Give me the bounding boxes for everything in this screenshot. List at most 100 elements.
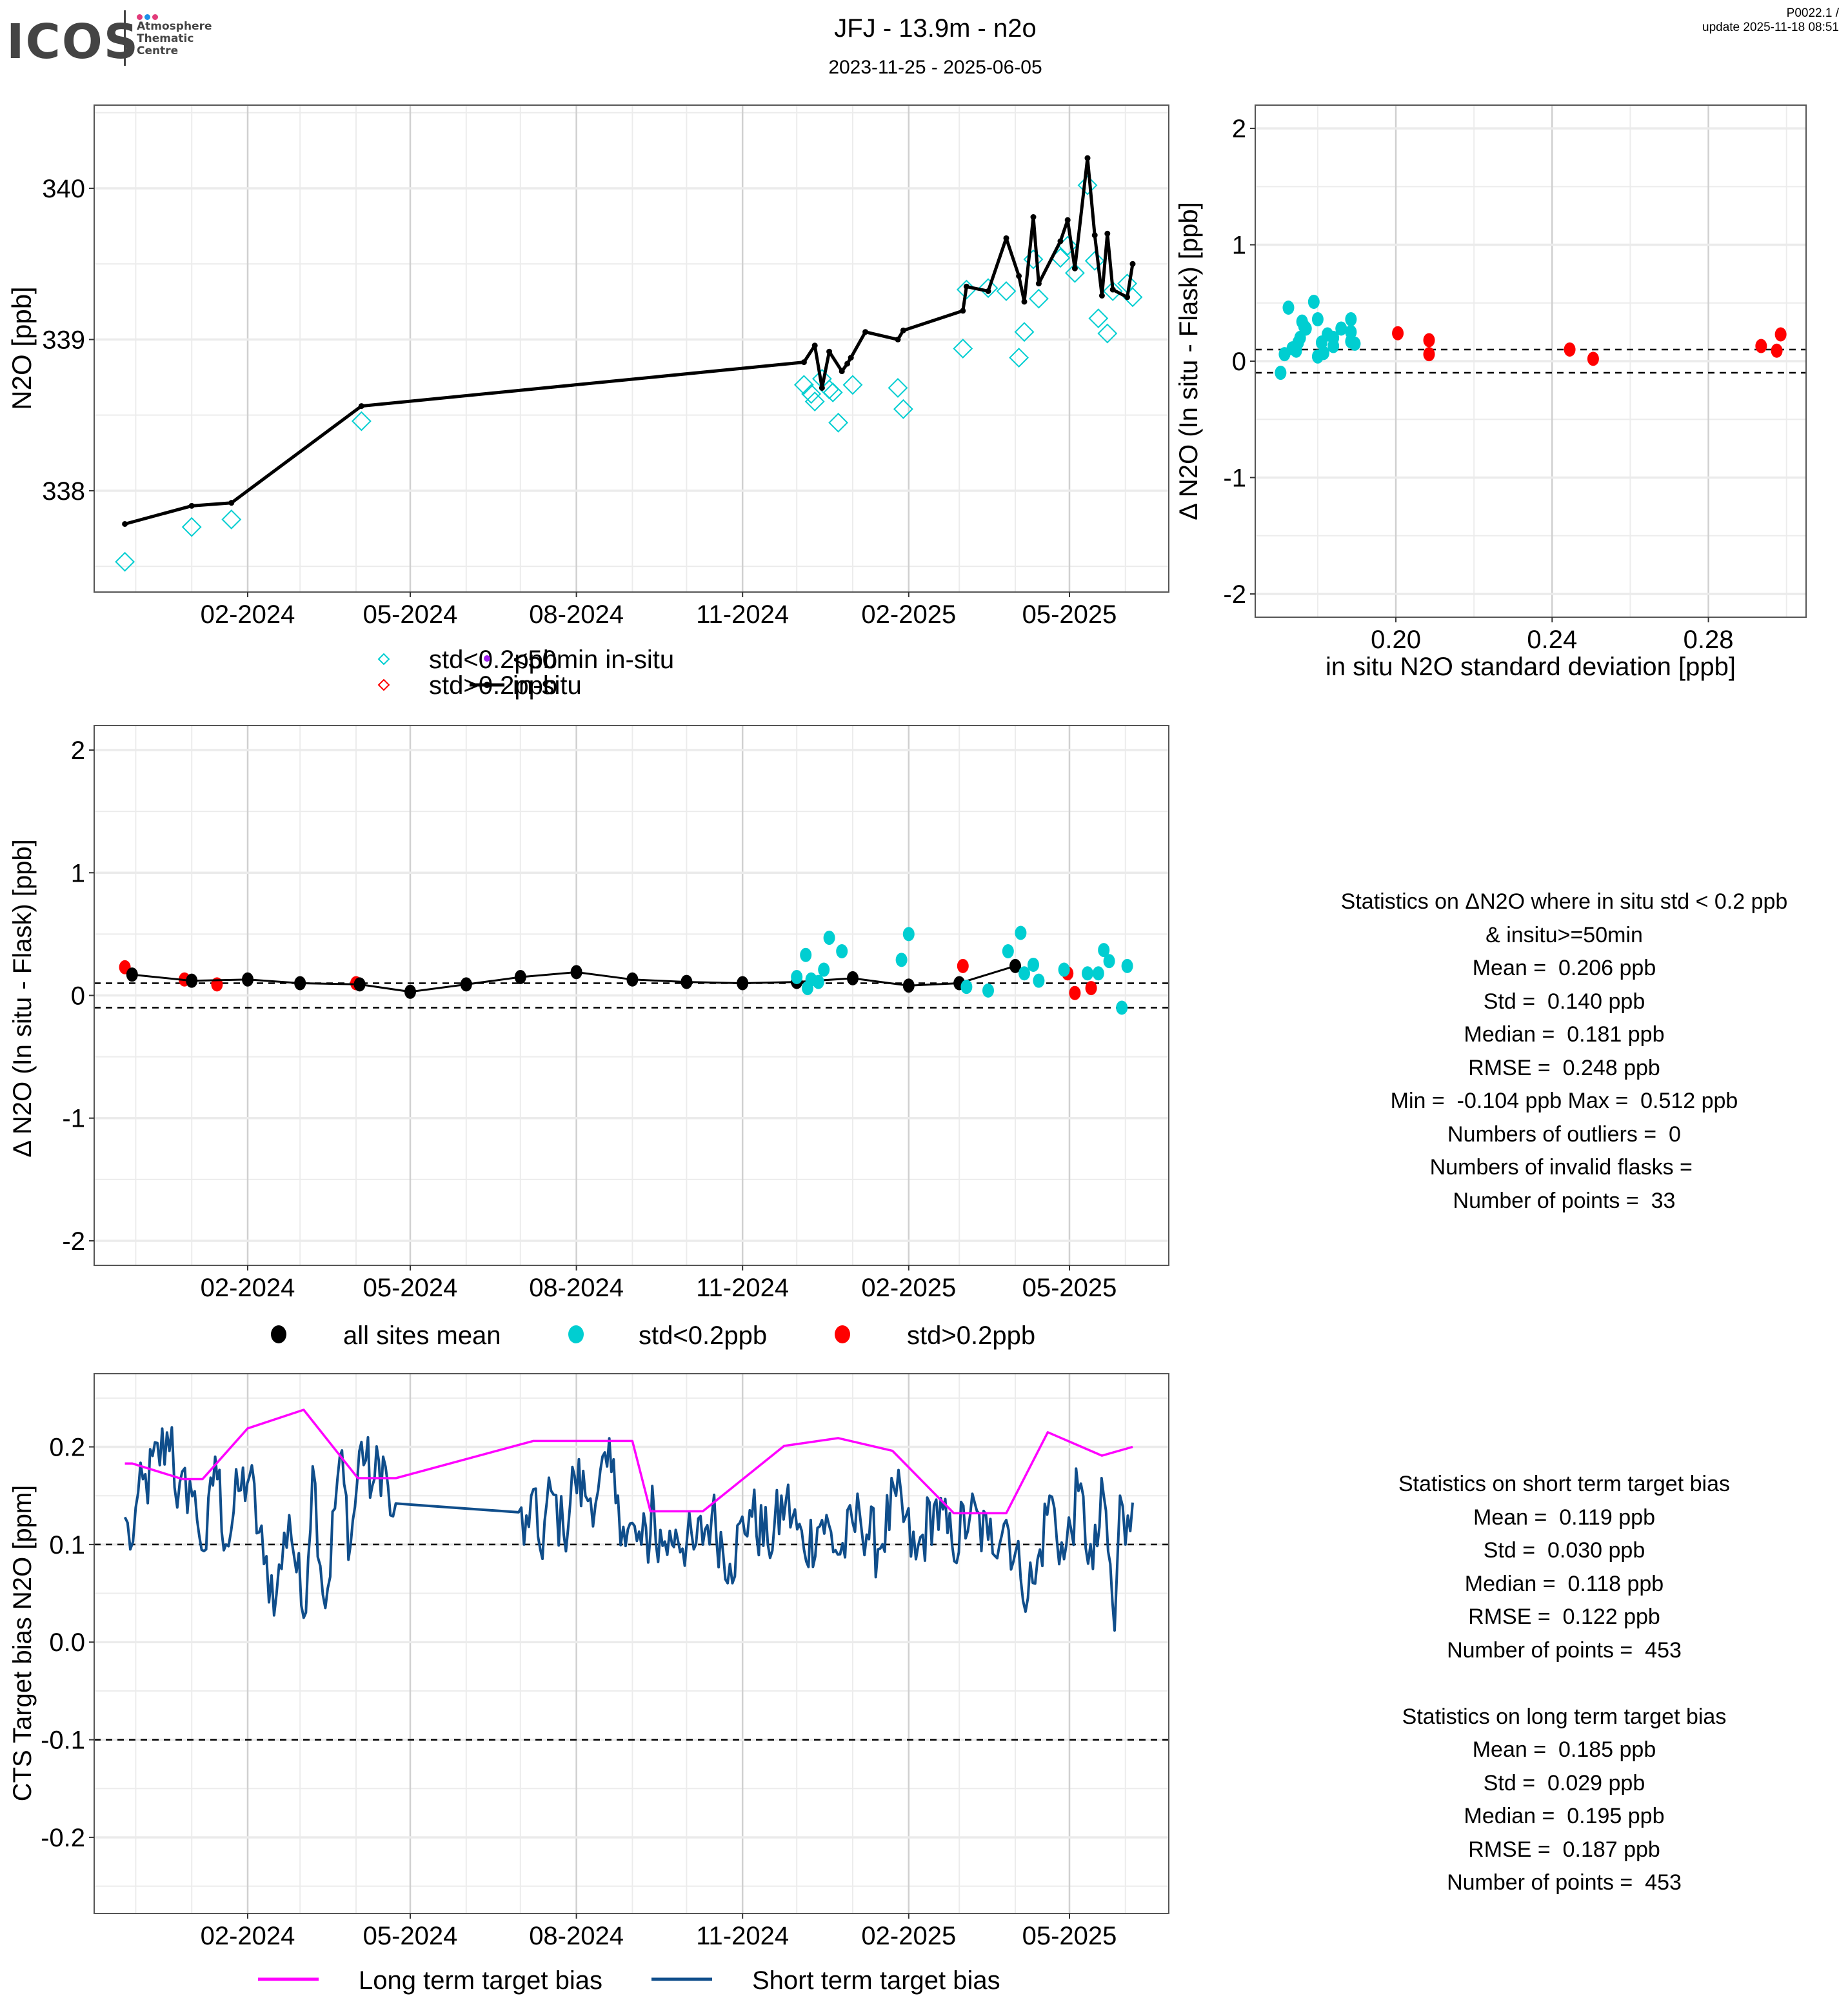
stats-line: Numbers of invalid flasks = — [1429, 1155, 1699, 1180]
flask-diamond-marker — [1028, 288, 1049, 309]
plot-border — [94, 104, 1169, 593]
scatter-point-red — [1564, 342, 1576, 357]
delta-point-cyan — [1121, 958, 1133, 973]
scatter-point-cyan — [1349, 336, 1361, 351]
plot-border — [94, 1373, 1169, 1914]
delta-point-cyan — [1058, 962, 1070, 977]
all-sites-mean-point — [460, 977, 472, 992]
in-situ-point — [800, 359, 807, 366]
in-situ-point — [122, 520, 128, 527]
stats-delta-panel: Statistics on ΔN2O where in situ std < 0… — [1258, 885, 1848, 1218]
flask-diamond-marker — [893, 399, 913, 419]
x-tick-label: 0.24 — [1527, 626, 1577, 654]
in-situ-point — [963, 283, 969, 290]
in-situ-point — [1003, 235, 1009, 241]
y-tick-label: -1 — [1223, 464, 1246, 492]
delta-point-cyan — [1028, 957, 1039, 972]
stats-line: Mean = 0.185 ppb — [1472, 1737, 1656, 1762]
stats-line: Median = 0.195 ppb — [1464, 1804, 1665, 1828]
chart-delta-timeseries: 02-2024 05-2024 08-2024 11-2024 02-2025 05-20… — [8, 725, 1169, 1350]
stats-line: & insitu>=50min — [1485, 922, 1643, 947]
all-sites-mean-point — [404, 984, 416, 999]
all-sites-mean-point — [902, 978, 915, 993]
flask-diamond-marker — [1014, 322, 1035, 342]
x-tick-label: 0.20 — [1371, 626, 1421, 654]
delta-point-cyan — [1015, 925, 1027, 940]
flask-diamond-marker — [181, 517, 202, 537]
flask-diamond-marker — [822, 382, 843, 402]
flask-diamond-marker — [801, 384, 822, 404]
scatter-point-red — [1423, 347, 1435, 362]
stats-line: Std = 0.029 ppb — [1483, 1770, 1645, 1795]
y-tick-label: 340 — [42, 175, 85, 203]
delta-point-cyan — [812, 974, 824, 989]
y-tick-label: -0.1 — [41, 1726, 85, 1755]
scatter-point-cyan — [1335, 321, 1347, 336]
flask-diamond-marker — [996, 281, 1017, 301]
y-tick-label: 2 — [1232, 115, 1246, 143]
y-axis-label: N2O [ppb] — [6, 286, 37, 410]
logo-line-1: Atmosphere — [137, 20, 212, 33]
delta-point-cyan — [818, 962, 830, 977]
scatter-point-red — [1423, 333, 1435, 348]
in-situ-point — [819, 384, 825, 391]
stats-line: Statistics on short term target bias — [1398, 1472, 1730, 1496]
logo-dot-2 — [144, 14, 150, 20]
page-title: JFJ - 13.9m - n2o — [834, 14, 1037, 43]
delta-point-cyan — [1082, 966, 1093, 981]
all-sites-mean-point — [353, 977, 366, 992]
flask-diamond-marker — [888, 378, 908, 398]
in-situ-point — [1030, 214, 1037, 221]
version-info: P0022.1 / update 2025-11-18 08:51 — [1702, 6, 1839, 35]
x-axis-label: in situ N2O standard deviation [ppb] — [1326, 653, 1736, 681]
all-sites-mean-point — [242, 972, 253, 987]
x-tick-label: 08-2024 — [529, 600, 624, 629]
x-tick-label: 11-2024 — [696, 600, 789, 629]
y-axis-label: CTS Target bias N2O [ppm] — [8, 1485, 37, 1802]
scatter-point-red — [1755, 339, 1767, 353]
x-tick-label: 05-2024 — [363, 1274, 458, 1302]
legend-label: std<0.2ppb — [639, 1321, 767, 1350]
stats-line: Median = 0.118 ppb — [1464, 1571, 1664, 1596]
in-situ-point — [358, 403, 364, 410]
y-tick-label: -0.2 — [41, 1824, 85, 1852]
delta-point-cyan — [902, 927, 915, 942]
scatter-point-cyan — [1311, 312, 1324, 327]
flask-diamond-marker — [1084, 251, 1105, 271]
delta-point-cyan — [1002, 944, 1014, 959]
x-tick-label: 02-2025 — [861, 1922, 956, 1950]
chart-timeseries: 02-2024 05-2024 08-2024 11-2024 02-2025 05-20… — [6, 104, 1169, 700]
legend-label: std<0.2ppb — [429, 646, 557, 674]
flask-diamond-marker — [804, 391, 825, 411]
in-situ-point — [985, 288, 991, 294]
legend-label: in-situ — [513, 671, 582, 700]
y-tick-label: 0.0 — [49, 1628, 85, 1657]
plot-background — [94, 1374, 1169, 1913]
stats-line: RMSE = 0.248 ppb — [1468, 1055, 1660, 1080]
stats-line: Mean = 0.119 ppb — [1473, 1505, 1655, 1530]
legend-label: all sites mean — [343, 1321, 501, 1350]
in-situ-point — [1035, 281, 1042, 287]
all-sites-mean-point — [626, 972, 639, 987]
scatter-point-cyan — [1307, 294, 1320, 309]
in-situ-point — [811, 342, 818, 349]
icos-logo-wordmark: ICOS — [6, 14, 140, 70]
update-timestamp: update 2025-11-18 08:51 — [1702, 21, 1839, 34]
logo-dot-1 — [137, 14, 143, 20]
delta-point-red — [1069, 985, 1081, 1000]
flask-diamond-marker — [1102, 281, 1123, 301]
x-tick-label: 11-2024 — [696, 1922, 789, 1950]
in-situ-point — [826, 348, 833, 355]
legend-label: std>0.2ppb — [907, 1321, 1035, 1350]
delta-point-cyan — [1092, 966, 1104, 981]
y-axis-label: Δ N2O (In situ - Flask) [ppb] — [8, 839, 37, 1158]
flask-diamond-marker — [1064, 262, 1085, 283]
x-tick-label: 05-2025 — [1022, 1922, 1117, 1950]
delta-point-red — [1085, 981, 1097, 996]
y-tick-label: 2 — [71, 737, 85, 765]
scatter-point-cyan — [1327, 330, 1340, 345]
in-situ-point — [1016, 273, 1022, 279]
logo-dot-3 — [152, 14, 158, 20]
